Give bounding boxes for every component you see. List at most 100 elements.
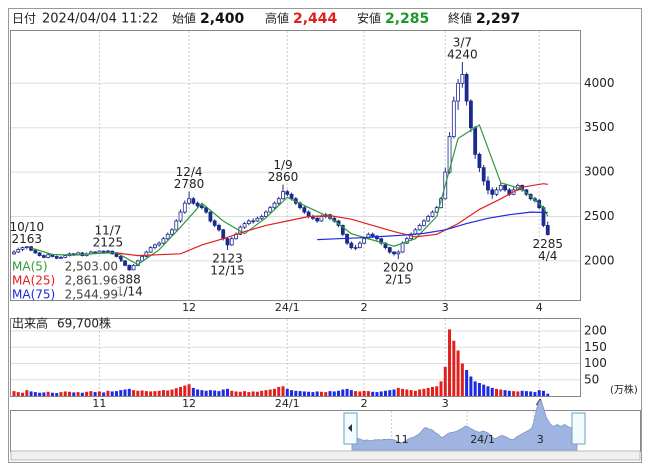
volume-bar — [298, 391, 302, 396]
candle-body — [379, 238, 384, 244]
volume-bar — [80, 392, 84, 396]
volume-bar — [311, 392, 315, 396]
volume-bar — [187, 384, 191, 396]
x-tick-label: 12 — [182, 397, 196, 410]
navigator-handle[interactable] — [571, 412, 586, 445]
volume-bar — [529, 391, 533, 396]
volume-bar — [281, 386, 285, 396]
candle-body — [59, 256, 63, 259]
volume-bar — [247, 392, 251, 396]
candle-body — [182, 202, 187, 213]
volume-bar — [140, 390, 144, 396]
volume-bar — [409, 390, 413, 396]
volume-bar — [234, 391, 238, 396]
volume-bar — [208, 390, 212, 396]
candle-body — [481, 167, 486, 182]
candle-body — [362, 238, 367, 244]
volume-bar — [149, 391, 153, 396]
header-date: 2024/04/04 11:22 — [42, 12, 159, 27]
volume-unit: (万株) — [610, 383, 638, 396]
legend-name: MA(25) — [12, 274, 55, 288]
annotation: 4/4 — [538, 249, 557, 263]
volume-bar — [12, 391, 16, 396]
volume-bar — [426, 387, 430, 396]
volume-bar — [238, 391, 242, 396]
candle-body — [106, 250, 110, 253]
volume-bar — [443, 366, 447, 396]
volume-bar — [482, 384, 486, 396]
volume-bar — [191, 387, 195, 396]
volume-bar — [358, 391, 362, 396]
candle-body — [148, 247, 153, 253]
volume-bar — [537, 390, 541, 396]
volume-bar — [405, 389, 409, 396]
volume-bar — [460, 363, 464, 396]
candle-body — [170, 229, 174, 235]
candle-body — [161, 238, 166, 244]
volume-bar — [307, 391, 311, 396]
volume-bar — [366, 391, 370, 396]
header-label: 高値 — [265, 11, 289, 26]
candle-body — [473, 127, 478, 155]
candle-body — [246, 220, 251, 225]
volume-bar — [473, 381, 477, 396]
candle-body — [396, 251, 401, 255]
candle-body — [456, 82, 460, 102]
ma-line — [30, 124, 549, 266]
volume-bar — [226, 388, 229, 396]
annotation: 2/15 — [385, 273, 412, 287]
candle-body — [37, 252, 42, 256]
volume-bar — [413, 390, 417, 396]
legend-name: MA(5) — [12, 260, 48, 274]
volume-bar — [33, 392, 37, 396]
candle-body — [123, 260, 127, 266]
candle-body — [212, 220, 217, 226]
candle-body — [387, 247, 392, 253]
legend-box — [11, 259, 120, 300]
candle-body — [417, 224, 422, 231]
overlay: 10/10216311/721258881/1412/42780212312/1… — [10, 35, 641, 461]
price-panel — [10, 30, 581, 301]
candle-body — [46, 254, 51, 258]
navigator-area — [351, 399, 578, 451]
volume-bar — [452, 340, 456, 396]
annotation: 4240 — [447, 47, 478, 61]
candle-body — [498, 185, 503, 191]
candle-body — [268, 207, 273, 213]
volume-bar — [153, 391, 157, 396]
candle-body — [353, 247, 358, 249]
candle-body — [118, 256, 123, 262]
volume-bar — [255, 391, 259, 396]
candle-body — [400, 242, 405, 253]
volume-bar — [127, 388, 131, 396]
volume-bar — [285, 388, 289, 396]
volume-bar — [110, 391, 114, 396]
ma-line — [317, 211, 548, 241]
annotation: 11/7 — [94, 223, 121, 237]
volume-bar — [448, 329, 452, 396]
volume-bar — [465, 370, 469, 396]
candle-body — [494, 189, 499, 195]
candle-body — [349, 242, 354, 248]
legend-value: 2,544.99 — [65, 288, 118, 302]
volume-bar — [200, 390, 204, 396]
candle-body — [370, 233, 375, 237]
candle-body — [302, 207, 307, 213]
candle-body — [464, 74, 469, 102]
volume-bar — [477, 383, 481, 396]
volume-bar — [264, 390, 268, 396]
annotation: 10/10 — [10, 220, 45, 234]
volume-bar — [541, 390, 545, 396]
volume-bar — [183, 385, 187, 396]
header-label: 終値 — [448, 11, 472, 26]
candle-body — [144, 251, 149, 257]
candle-body — [272, 202, 277, 209]
candle-body — [430, 211, 435, 217]
candle-body — [285, 191, 290, 195]
y-tick-label: 4000 — [584, 76, 615, 90]
candle-body — [174, 220, 179, 231]
annotation: 2020 — [383, 261, 414, 275]
candle-body — [204, 207, 209, 213]
candle-body — [221, 229, 226, 240]
